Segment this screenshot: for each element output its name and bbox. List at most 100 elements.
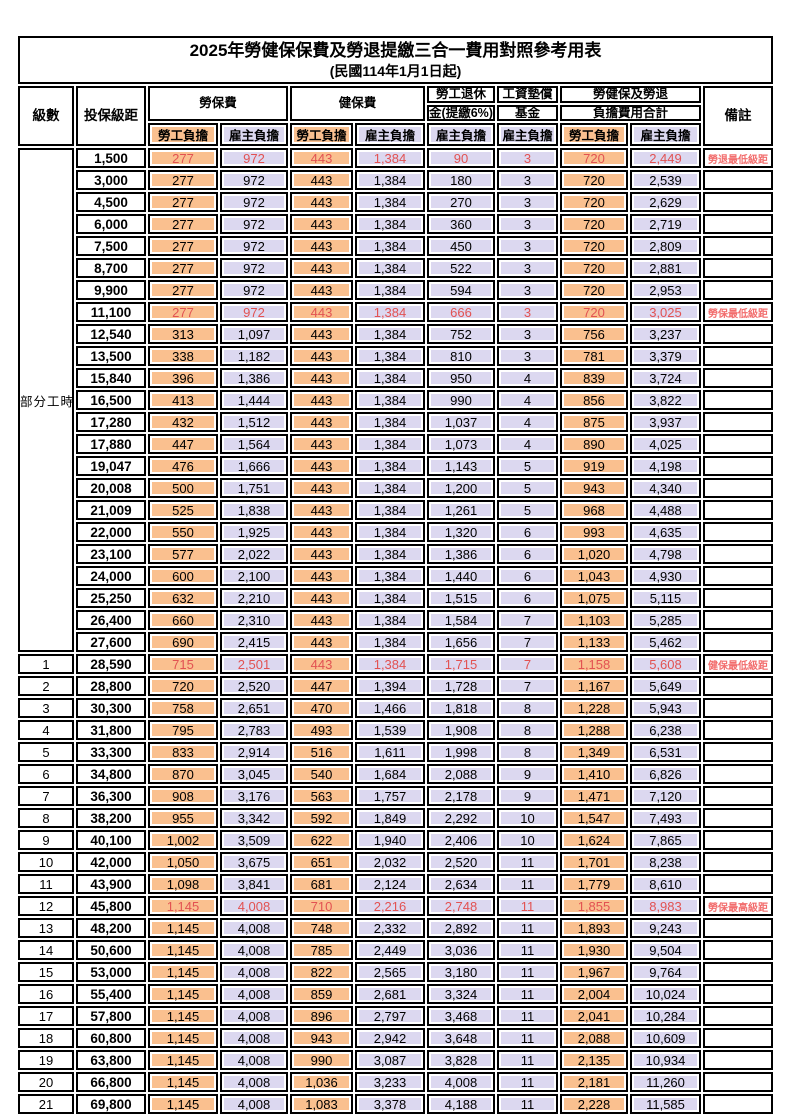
fee-cell: 443 <box>290 544 353 564</box>
fee-cell: 2,783 <box>220 720 288 740</box>
fee-cell: 476 <box>148 456 218 476</box>
note-cell: 健保最低級距 <box>703 654 773 674</box>
fee-cell: 1,701 <box>560 852 628 872</box>
level-cell: 19 <box>18 1050 74 1070</box>
fee-cell: 6 <box>497 544 558 564</box>
fee-cell: 9,243 <box>630 918 701 938</box>
table-row: 19,047 476 1,666 443 1,384 1,143 5 919 4,198 <box>18 456 773 476</box>
fee-cell: 2,178 <box>427 786 495 806</box>
fee-cell: 443 <box>290 456 353 476</box>
fee-cell: 1,384 <box>355 412 425 432</box>
fee-cell: 3 <box>497 170 558 190</box>
fee-cell: 3,468 <box>427 1006 495 1026</box>
fee-cell: 4,008 <box>220 962 288 982</box>
subheader-pension-employer: 雇主負擔 <box>427 123 495 146</box>
fee-cell: 413 <box>148 390 218 410</box>
fee-cell: 4,930 <box>630 566 701 586</box>
fee-cell: 2,651 <box>220 698 288 718</box>
bracket-cell: 26,400 <box>76 610 146 630</box>
note-cell <box>703 170 773 190</box>
fee-cell: 1,036 <box>290 1072 353 1092</box>
bracket-cell: 48,200 <box>76 918 146 938</box>
fee-cell: 752 <box>427 324 495 344</box>
fee-cell: 443 <box>290 148 353 168</box>
fee-cell: 3,828 <box>427 1050 495 1070</box>
note-cell <box>703 632 773 652</box>
group-label-part-time: 部分工時 <box>18 148 74 652</box>
note-cell: 勞保最高級距 <box>703 896 773 916</box>
fee-cell: 972 <box>220 258 288 278</box>
fee-cell: 1,466 <box>355 698 425 718</box>
fee-cell: 313 <box>148 324 218 344</box>
fee-cell: 11 <box>497 1072 558 1092</box>
table-row: 10 42,000 1,050 3,675 651 2,032 2,520 11 1,701 8,… <box>18 852 773 872</box>
fee-cell: 1,103 <box>560 610 628 630</box>
fee-cell: 10,934 <box>630 1050 701 1070</box>
fee-cell: 2,942 <box>355 1028 425 1048</box>
fee-cell: 1,893 <box>560 918 628 938</box>
bracket-cell: 22,000 <box>76 522 146 542</box>
col-header-health-insurance: 健保費 <box>290 86 425 121</box>
table-row: 13 48,200 1,145 4,008 748 2,332 2,892 11 1,893 9,… <box>18 918 773 938</box>
fee-cell: 2,520 <box>220 676 288 696</box>
fee-cell: 10,609 <box>630 1028 701 1048</box>
fee-cell: 4,188 <box>427 1094 495 1114</box>
fee-cell: 1,098 <box>148 874 218 894</box>
level-cell: 1 <box>18 654 74 674</box>
fee-cell: 3,937 <box>630 412 701 432</box>
fee-cell: 470 <box>290 698 353 718</box>
fee-cell: 4,008 <box>220 1006 288 1026</box>
fee-cell: 2,415 <box>220 632 288 652</box>
bracket-cell: 8,700 <box>76 258 146 278</box>
table-row: 14 50,600 1,145 4,008 785 2,449 3,036 11 1,930 9,… <box>18 940 773 960</box>
fee-cell: 2,501 <box>220 654 288 674</box>
fee-cell: 908 <box>148 786 218 806</box>
premium-reference-table: 2025年勞健保保費及勞退提繳三合一費用對照參考用表 (民國114年1月1日起)… <box>16 34 775 1116</box>
fee-cell: 1,715 <box>427 654 495 674</box>
fee-cell: 1,384 <box>355 588 425 608</box>
col-header-wage-fund-line2: 基金 <box>497 104 558 121</box>
fee-cell: 9 <box>497 764 558 784</box>
fee-cell: 1,440 <box>427 566 495 586</box>
fee-cell: 2,406 <box>427 830 495 850</box>
fee-cell: 2,332 <box>355 918 425 938</box>
fee-cell: 632 <box>148 588 218 608</box>
fee-cell: 525 <box>148 500 218 520</box>
note-cell <box>703 192 773 212</box>
fee-cell: 896 <box>290 1006 353 1026</box>
fee-cell: 1,097 <box>220 324 288 344</box>
fee-cell: 2,809 <box>630 236 701 256</box>
fee-cell: 972 <box>220 148 288 168</box>
fee-cell: 443 <box>290 566 353 586</box>
fee-cell: 1,182 <box>220 346 288 366</box>
fee-cell: 1,611 <box>355 742 425 762</box>
fee-cell: 4 <box>497 434 558 454</box>
table-row: 26,400 660 2,310 443 1,384 1,584 7 1,103 5,285 <box>18 610 773 630</box>
fee-cell: 447 <box>290 676 353 696</box>
note-cell <box>703 588 773 608</box>
fee-cell: 1,384 <box>355 478 425 498</box>
bracket-cell: 25,250 <box>76 588 146 608</box>
note-cell <box>703 1028 773 1048</box>
fee-cell: 2,041 <box>560 1006 628 1026</box>
fee-cell: 443 <box>290 346 353 366</box>
note-cell <box>703 698 773 718</box>
fee-cell: 11 <box>497 874 558 894</box>
fee-cell: 2,881 <box>630 258 701 278</box>
fee-cell: 10 <box>497 830 558 850</box>
fee-cell: 870 <box>148 764 218 784</box>
table-row: 27,600 690 2,415 443 1,384 1,656 7 1,133 5,462 <box>18 632 773 652</box>
fee-cell: 758 <box>148 698 218 718</box>
fee-cell: 3,045 <box>220 764 288 784</box>
fee-cell: 795 <box>148 720 218 740</box>
bracket-cell: 4,500 <box>76 192 146 212</box>
table-row: 6,000 277 972 443 1,384 360 3 720 2,719 <box>18 214 773 234</box>
fee-cell: 1,002 <box>148 830 218 850</box>
bracket-cell: 63,800 <box>76 1050 146 1070</box>
fee-cell: 993 <box>560 522 628 542</box>
fee-cell: 4 <box>497 390 558 410</box>
level-cell: 4 <box>18 720 74 740</box>
fee-cell: 3,724 <box>630 368 701 388</box>
bracket-cell: 1,500 <box>76 148 146 168</box>
fee-cell: 4,008 <box>220 1028 288 1048</box>
